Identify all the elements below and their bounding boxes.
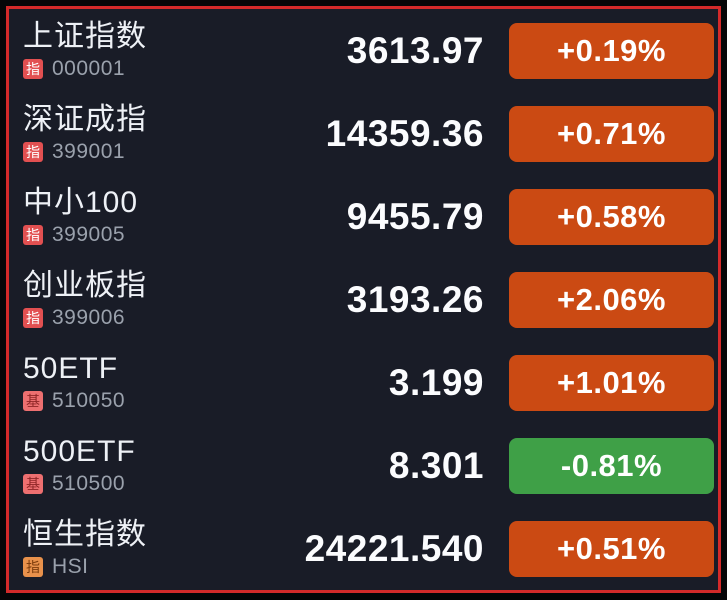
instrument-meta: 指 399005 <box>23 223 238 247</box>
change-percent-badge[interactable]: +0.19% <box>509 22 714 79</box>
index-row[interactable]: 500ETF 基 510500 8.301 -0.81% <box>9 424 718 507</box>
instrument-info: 创业板指 指 399006 <box>23 269 238 330</box>
instrument-code: HSI <box>52 555 89 578</box>
instrument-price: 14359.36 <box>325 112 484 154</box>
instrument-name: 恒生指数 <box>23 518 147 551</box>
index-row[interactable]: 恒生指数 指 HSI 24221.540 +0.51% <box>9 507 718 590</box>
instrument-code: 000001 <box>52 57 126 80</box>
instrument-type-badge-icon: 基 <box>23 391 43 411</box>
instrument-meta: 基 510500 <box>23 472 238 496</box>
instrument-name: 创业板指 <box>23 269 147 302</box>
instrument-type-badge-icon: 指 <box>23 142 43 162</box>
instrument-type-badge-icon: 指 <box>23 59 43 79</box>
instrument-code: 399005 <box>52 223 126 246</box>
change-percent-badge[interactable]: +1.01% <box>509 354 714 411</box>
instrument-type-badge-icon: 指 <box>23 308 43 328</box>
instrument-price: 3193.26 <box>346 278 484 320</box>
instrument-price: 9455.79 <box>346 195 484 237</box>
index-row[interactable]: 中小100 指 399005 9455.79 +0.58% <box>9 175 718 258</box>
change-percent-badge[interactable]: +2.06% <box>509 271 714 328</box>
index-row[interactable]: 50ETF 基 510050 3.199 +1.01% <box>9 341 718 424</box>
index-row[interactable]: 创业板指 指 399006 3193.26 +2.06% <box>9 258 718 341</box>
instrument-meta: 指 HSI <box>23 555 238 579</box>
instrument-info: 500ETF 基 510500 <box>23 435 238 496</box>
instrument-code: 399001 <box>52 140 126 163</box>
instrument-info: 50ETF 基 510050 <box>23 352 238 413</box>
change-percent-badge[interactable]: +0.51% <box>509 520 714 577</box>
instrument-type-badge-icon: 基 <box>23 474 43 494</box>
instrument-type-badge-icon: 指 <box>23 557 43 577</box>
index-list: 上证指数 指 000001 3613.97 +0.19% 深证成指 指 3990… <box>9 9 718 590</box>
change-percent-badge[interactable]: -0.81% <box>509 437 714 494</box>
instrument-info: 中小100 指 399005 <box>23 186 238 247</box>
instrument-name: 50ETF <box>23 352 119 385</box>
instrument-name: 深证成指 <box>23 103 147 136</box>
instrument-meta: 指 399006 <box>23 306 238 330</box>
change-percent-badge[interactable]: +0.58% <box>509 188 714 245</box>
instrument-code: 510500 <box>52 472 126 495</box>
instrument-meta: 基 510050 <box>23 389 238 413</box>
watchlist-frame: 上证指数 指 000001 3613.97 +0.19% 深证成指 指 3990… <box>6 6 721 593</box>
instrument-info: 上证指数 指 000001 <box>23 20 238 81</box>
instrument-name: 中小100 <box>23 186 139 219</box>
instrument-price: 3.199 <box>388 361 484 403</box>
instrument-info: 深证成指 指 399001 <box>23 103 238 164</box>
instrument-price: 8.301 <box>388 444 484 486</box>
instrument-meta: 指 399001 <box>23 140 238 164</box>
index-row[interactable]: 深证成指 指 399001 14359.36 +0.71% <box>9 92 718 175</box>
instrument-code: 510050 <box>52 389 126 412</box>
change-percent-badge[interactable]: +0.71% <box>509 105 714 162</box>
index-row[interactable]: 上证指数 指 000001 3613.97 +0.19% <box>9 9 718 92</box>
instrument-price: 24221.540 <box>304 527 484 569</box>
instrument-price: 3613.97 <box>346 29 484 71</box>
instrument-code: 399006 <box>52 306 126 329</box>
instrument-name: 500ETF <box>23 435 136 468</box>
instrument-type-badge-icon: 指 <box>23 225 43 245</box>
instrument-info: 恒生指数 指 HSI <box>23 518 238 579</box>
instrument-meta: 指 000001 <box>23 57 238 81</box>
instrument-name: 上证指数 <box>23 20 147 53</box>
